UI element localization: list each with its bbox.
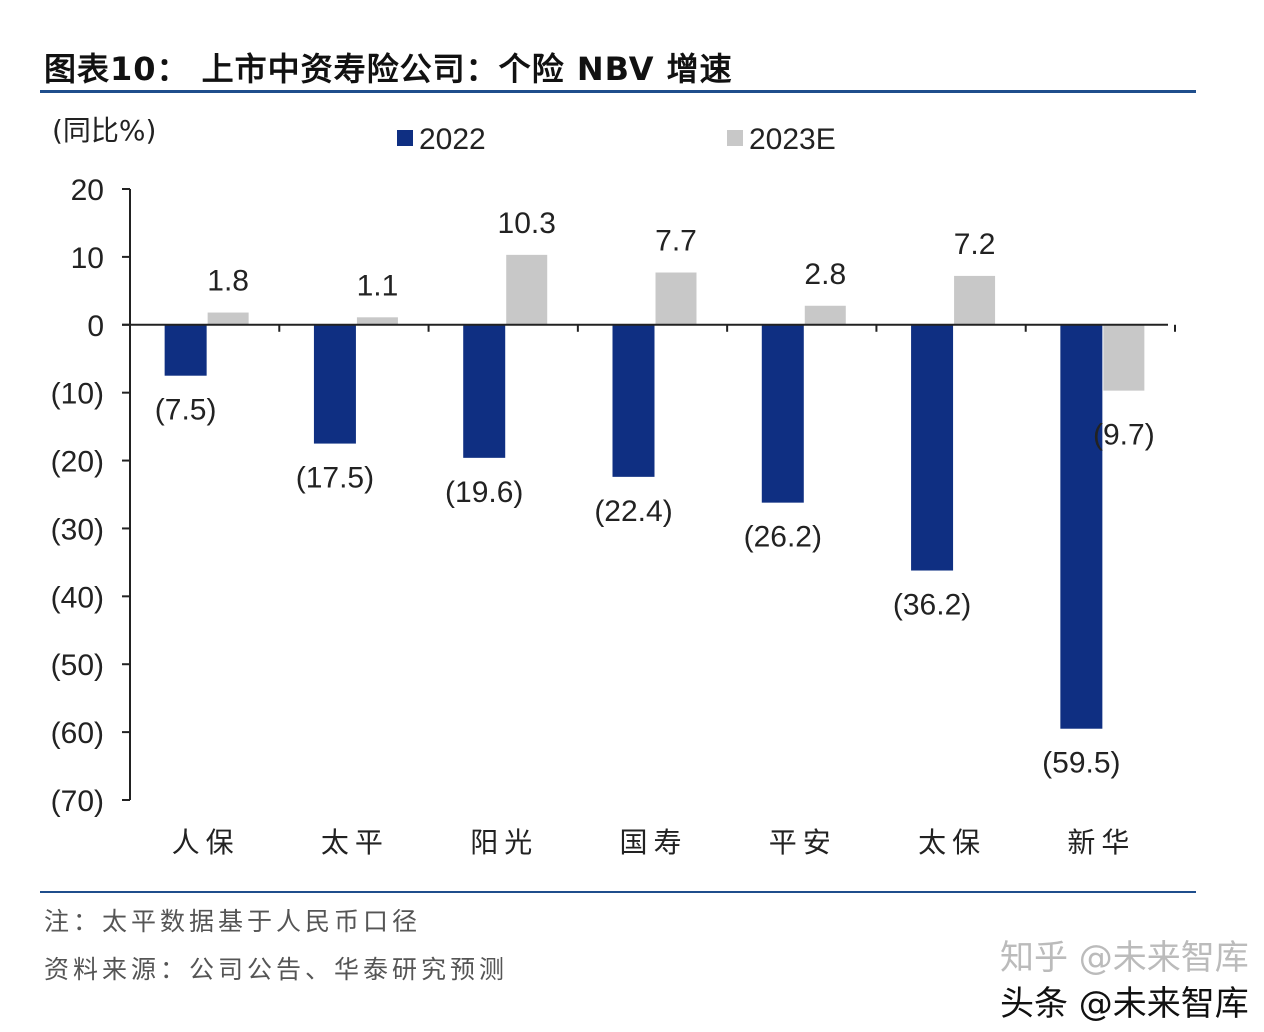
bar-2022-平安 bbox=[761, 324, 804, 503]
watermark-zhihu: 知乎 @未来智库 bbox=[1000, 938, 1249, 978]
data-label-2023E-太平: 1.1 bbox=[357, 269, 399, 302]
chart-title: 图表10： 上市中资寿险公司：个险 NBV 增速 bbox=[44, 50, 733, 88]
x-tick-label: 太平 bbox=[321, 826, 389, 859]
data-label-2023E-国寿: 7.7 bbox=[655, 225, 697, 258]
bar-2023E-阳光 bbox=[506, 254, 548, 325]
y-tick-label: (20) bbox=[51, 446, 104, 479]
bar-2023E-国寿 bbox=[655, 272, 697, 325]
data-label-2022-人保: (7.5) bbox=[155, 394, 217, 427]
legend-label-2022: 2022 bbox=[419, 123, 486, 156]
data-label-2023E-阳光: 10.3 bbox=[498, 207, 556, 240]
bar-2022-新华 bbox=[1060, 324, 1103, 729]
data-label-2022-太保: (36.2) bbox=[893, 589, 971, 622]
bar-2022-阳光 bbox=[463, 324, 506, 458]
legend-label-2023E: 2023E bbox=[749, 123, 836, 156]
chart-source: 资料来源：公司公告、华泰研究预测 bbox=[44, 955, 509, 984]
bar-2022-人保 bbox=[164, 324, 207, 376]
bar-2023E-太平 bbox=[356, 317, 398, 325]
y-tick-label: (30) bbox=[51, 513, 104, 546]
bar-2022-国寿 bbox=[612, 324, 655, 477]
legend-swatch-2022 bbox=[397, 130, 413, 146]
y-tick-label: (60) bbox=[51, 717, 104, 750]
data-label-2022-太平: (17.5) bbox=[296, 462, 374, 495]
data-label-2022-平安: (26.2) bbox=[744, 521, 822, 554]
x-tick-label: 新华 bbox=[1067, 826, 1135, 859]
y-tick-label: (40) bbox=[51, 581, 104, 614]
data-label-2022-新华: (59.5) bbox=[1042, 747, 1120, 780]
data-label-2023E-人保: 1.8 bbox=[207, 265, 249, 298]
bar-2023E-新华 bbox=[1103, 324, 1145, 391]
bar-2023E-太保 bbox=[954, 275, 996, 325]
bar-2023E-平安 bbox=[804, 305, 846, 325]
title-divider bbox=[40, 90, 1196, 93]
chart-note: 注：太平数据基于人民币口径 bbox=[44, 907, 422, 936]
y-tick-label: 0 bbox=[87, 310, 104, 343]
y-tick-label: 20 bbox=[71, 174, 104, 207]
x-tick-label: 国寿 bbox=[619, 826, 687, 859]
bar-2022-太保 bbox=[911, 324, 954, 571]
x-tick-label: 太保 bbox=[918, 826, 986, 859]
data-label-2023E-平安: 2.8 bbox=[804, 258, 846, 291]
bar-2022-太平 bbox=[313, 324, 356, 444]
x-tick-label: 平安 bbox=[769, 826, 837, 859]
y-tick-label: (10) bbox=[51, 378, 104, 411]
data-label-2023E-太保: 7.2 bbox=[954, 228, 996, 261]
y-axis-label: (同比%) bbox=[52, 114, 156, 147]
y-tick-label: 10 bbox=[71, 242, 104, 275]
data-label-2022-国寿: (22.4) bbox=[594, 495, 672, 528]
y-tick-label: (70) bbox=[51, 785, 104, 818]
bar-2023E-人保 bbox=[207, 312, 249, 325]
x-tick-label: 人保 bbox=[172, 826, 240, 859]
watermark-toutiao: 头条 @未来智库 bbox=[1000, 984, 1249, 1024]
legend-swatch-2023E bbox=[727, 130, 743, 146]
data-label-2022-阳光: (19.6) bbox=[445, 476, 523, 509]
bar-chart: (同比%) 2022 2023E 20 10 0 (10) (20) (30) (40) (50) (… bbox=[51, 114, 1176, 859]
data-label-2023E-新华: (9.7) bbox=[1093, 419, 1155, 452]
y-tick-label: (50) bbox=[51, 649, 104, 682]
x-tick-label: 阳光 bbox=[470, 826, 538, 859]
footer-divider bbox=[40, 891, 1196, 893]
